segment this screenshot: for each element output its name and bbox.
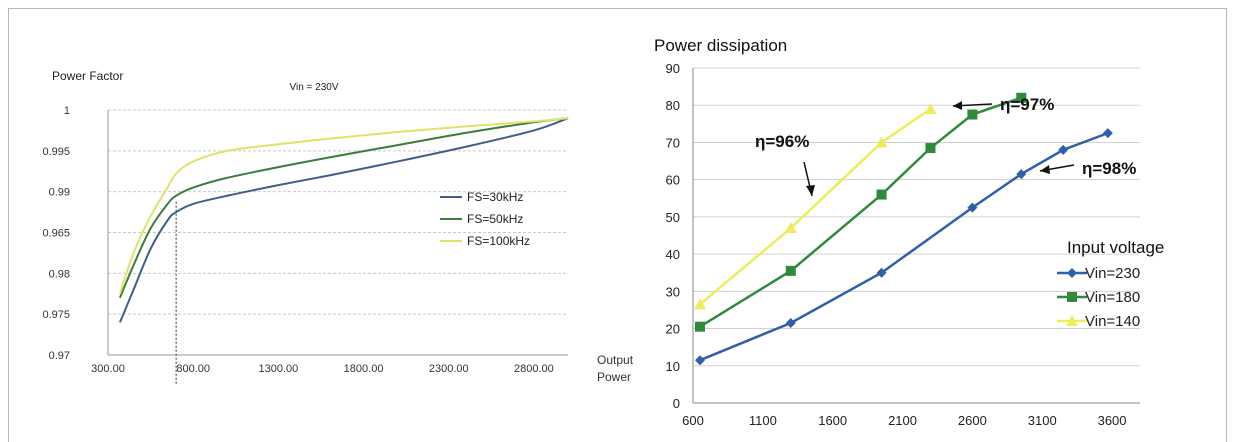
legend-label-1: Vin=230 xyxy=(1085,265,1140,282)
x-tick-label: 3100 xyxy=(1028,413,1057,428)
annotation-arrowhead-96 xyxy=(806,185,815,196)
power-factor-chart: Power Factor Vin = 230V 0.97 0.975 0.98 0.965… xyxy=(42,69,634,385)
y-tick-label: 40 xyxy=(666,247,680,262)
legend-title: Input voltage xyxy=(1067,238,1164,257)
x-tick-label: 1800.00 xyxy=(344,363,384,375)
series-line-3 xyxy=(118,117,569,295)
data-point-1-7 xyxy=(1102,128,1113,139)
y-tick-label: 80 xyxy=(666,98,680,113)
y-tick-label: 0.99 xyxy=(49,187,70,199)
y-tick-label: 90 xyxy=(666,61,680,76)
legend-label-3: FS=100kHz xyxy=(467,234,530,248)
y-tick-label: 20 xyxy=(666,322,680,337)
annotation-eta-98: η=98% xyxy=(1082,159,1136,178)
legend-label-2: FS=50kHz xyxy=(467,212,523,226)
annotation-eta-96: η=96% xyxy=(755,132,809,151)
x-tick-label: 2600 xyxy=(958,413,987,428)
x-tick-label: 1300.00 xyxy=(258,363,298,375)
y-tick-label: 60 xyxy=(666,173,680,188)
legend-label-1: FS=30kHz xyxy=(467,190,523,204)
data-point-1-1 xyxy=(694,355,705,366)
series-line-1 xyxy=(119,117,569,323)
data-point-1-3 xyxy=(876,267,887,278)
legend-label-2: Vin=180 xyxy=(1085,289,1140,306)
legend-label-3: Vin=140 xyxy=(1085,313,1140,330)
data-point-1-6 xyxy=(1058,144,1069,155)
data-point-2-4 xyxy=(925,143,936,154)
data-point-3-4 xyxy=(924,102,937,114)
y-tick-label: 70 xyxy=(666,135,680,150)
x-axis-title-line2: Power xyxy=(597,370,631,384)
y-tick-label: 50 xyxy=(666,210,680,225)
legend-swatch-marker-2 xyxy=(1067,292,1077,302)
data-point-3-1 xyxy=(693,298,706,310)
data-point-1-5 xyxy=(1016,169,1027,180)
y-tick-label: 0.98 xyxy=(49,268,70,280)
data-point-2-5 xyxy=(967,109,978,120)
x-tick-label: 2100 xyxy=(888,413,917,428)
series-line-2 xyxy=(119,117,569,299)
y-tick-label: 10 xyxy=(666,359,680,374)
data-point-1-4 xyxy=(967,202,978,213)
x-tick-label: 600 xyxy=(682,413,704,428)
x-tick-label: 1100 xyxy=(749,413,777,428)
annotation-arrowhead-98 xyxy=(1040,165,1050,174)
figure-frame xyxy=(8,8,1227,442)
data-point-2-1 xyxy=(694,321,705,332)
x-tick-label: 2800.00 xyxy=(514,363,554,375)
x-tick-label: 1600 xyxy=(818,413,847,428)
data-point-3-3 xyxy=(875,136,888,148)
series-line-2 xyxy=(699,96,1022,328)
legend-swatch-marker-3 xyxy=(1066,315,1078,326)
x-tick-label: 3600 xyxy=(1098,413,1127,428)
data-point-3-2 xyxy=(784,222,797,234)
legend-swatch-marker-1 xyxy=(1067,268,1077,278)
x-tick-label: 800.00 xyxy=(176,363,210,375)
series-line-3 xyxy=(699,107,932,306)
x-tick-label: 2300.00 xyxy=(429,363,469,375)
chart-title: Vin = 230V xyxy=(289,82,338,93)
data-point-2-2 xyxy=(785,265,796,276)
x-axis-title-line1: Output xyxy=(597,353,634,367)
annotation-eta-97: η=97% xyxy=(1000,95,1054,114)
data-point-1-2 xyxy=(785,317,796,328)
y-tick-label: 1 xyxy=(64,105,70,117)
chart-title: Power dissipation xyxy=(654,36,787,55)
annotation-arrowhead-97 xyxy=(953,101,962,110)
x-tick-label: 300.00 xyxy=(91,363,125,375)
data-point-2-6 xyxy=(1016,92,1027,103)
y-tick-label: 0 xyxy=(673,396,680,411)
y-tick-label: 0.965 xyxy=(42,228,70,240)
data-point-2-3 xyxy=(876,189,887,200)
y-tick-label: 0.975 xyxy=(42,309,70,321)
y-tick-label: 0.97 xyxy=(49,350,70,362)
y-tick-label: 0.995 xyxy=(42,146,70,158)
y-axis-title: Power Factor xyxy=(52,69,123,83)
power-dissipation-chart: Power dissipation 0 10 20 30 40 50 60 70 80 90 600 1… xyxy=(654,36,1164,428)
y-tick-label: 30 xyxy=(666,284,680,299)
